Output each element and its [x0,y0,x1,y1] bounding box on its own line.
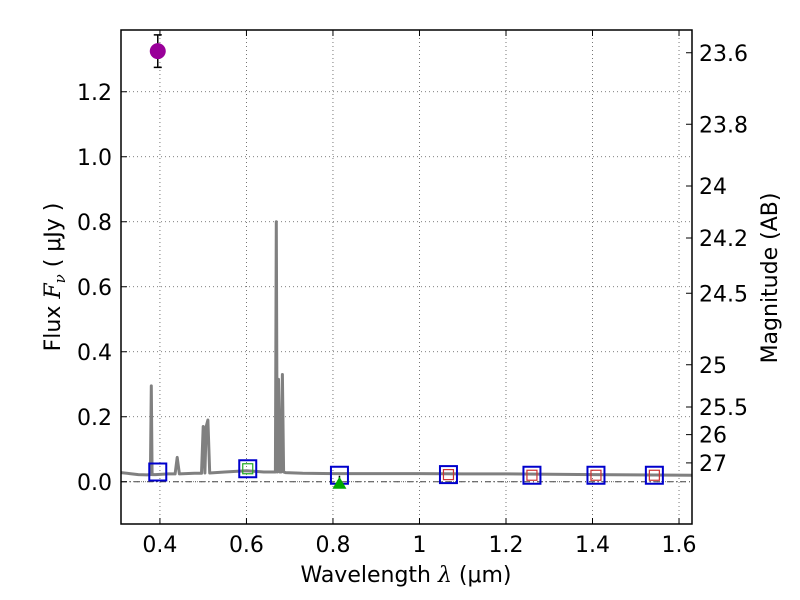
y2-tick-label: 24 [699,175,727,200]
model-flux-marker [586,465,606,485]
model-flux-marker [522,465,542,485]
y-tick-label: 1.2 [77,81,112,106]
y2-tick-label: 27 [699,452,727,477]
y-tick-labels: 0.0 0.2 0.4 0.6 0.8 1.0 1.2 [77,81,112,496]
observed-flux-marker [526,469,538,481]
y-tick-label: 0.4 [77,341,112,366]
y2-axis-title: Magnitude (AB) [758,193,783,364]
sed-model-line [120,220,693,477]
model-flux-marker [644,465,664,485]
y-tick-label: 0.2 [77,406,112,431]
detection-point [149,43,166,60]
model-flux-marker [438,465,458,485]
plot-frame [120,29,693,525]
y2-tick-label: 26 [699,424,727,449]
x-tick-label: 1.4 [575,533,610,558]
observed-flux-marker [442,469,455,481]
x-axis-title: Wavelength λ (μm) [300,563,511,588]
y2-tick-label: 25.5 [699,396,748,421]
y-tick-label: 0.8 [77,211,112,236]
x-tick-label: 0.8 [315,533,350,558]
model-flux-marker [148,462,168,482]
marker-layer [148,34,664,489]
y-tick-label: 0.0 [77,471,112,496]
x-tick-label: 1 [412,533,426,558]
model-flux-marker [238,459,258,479]
x-tick-label: 1.2 [488,533,523,558]
x-tick-labels: 0.4 0.6 0.8 1 1.2 1.4 1.6 [142,533,696,558]
plot-area [121,30,692,524]
y2-tick-label: 23.8 [699,113,748,138]
y2-tick-label: 25 [699,354,727,379]
y2-tick-label: 24.2 [699,227,748,252]
y-tick-label: 0.6 [77,276,112,301]
y2-tick-label: 23.6 [699,42,748,67]
observed-flux-marker [242,463,254,475]
y-tick-label: 1.0 [77,146,112,171]
observed-flux-marker [590,469,602,481]
y2-tick-label: 24.5 [699,282,748,307]
observed-flux-marker [648,469,660,481]
ticks [121,30,692,524]
sed-layer [120,220,693,477]
x-tick-label: 0.6 [229,533,264,558]
y-axis-title: Flux Fν ( μJy ) [41,203,69,352]
x-tick-label: 1.6 [662,533,697,558]
y2-tick-labels: 23.6 23.8 24 24.2 24.5 25 25.5 26 27 [699,42,748,477]
upper-limit-marker [332,476,347,489]
x-tick-label: 0.4 [142,533,177,558]
